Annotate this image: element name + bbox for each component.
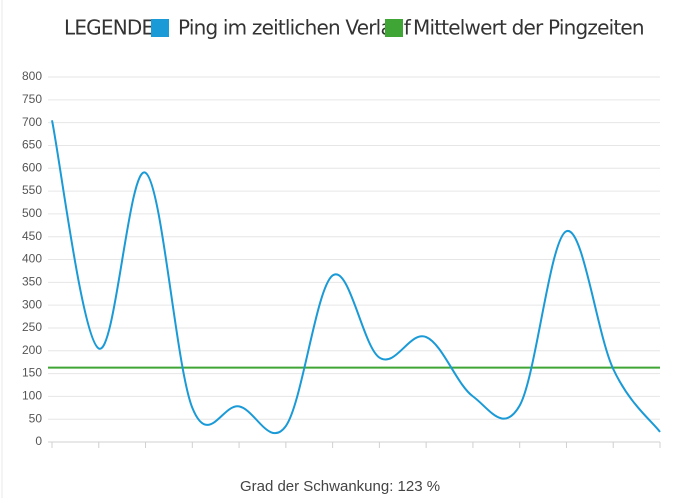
y-tick-label: 650 xyxy=(22,138,42,152)
legend-swatch xyxy=(151,19,169,37)
caption: Grad der Schwankung: 123 % xyxy=(240,478,440,495)
y-tick-label: 800 xyxy=(22,69,42,83)
y-tick-label: 500 xyxy=(22,206,42,220)
y-tick-label: 200 xyxy=(22,343,42,357)
y-tick-label: 700 xyxy=(22,115,42,129)
y-tick-label: 0 xyxy=(35,434,42,448)
legend-label: Mittelwert der Pingzeiten xyxy=(413,16,644,40)
y-tick-label: 250 xyxy=(22,320,42,334)
y-tick-label: 550 xyxy=(22,183,42,197)
legend-label: Ping im zeitlichen Verlauf xyxy=(178,16,412,40)
y-tick-label: 450 xyxy=(22,229,42,243)
y-tick-label: 400 xyxy=(22,252,42,266)
y-tick-label: 300 xyxy=(22,297,42,311)
y-tick-label: 350 xyxy=(22,274,42,288)
legend-swatch xyxy=(385,19,403,37)
legend-title: LEGENDE: xyxy=(64,16,159,40)
ping-line xyxy=(51,120,661,435)
y-tick-label: 600 xyxy=(22,160,42,174)
y-tick-label: 750 xyxy=(22,92,42,106)
y-tick-label: 100 xyxy=(22,389,42,403)
y-tick-label: 150 xyxy=(22,366,42,380)
y-tick-label: 50 xyxy=(29,411,43,425)
